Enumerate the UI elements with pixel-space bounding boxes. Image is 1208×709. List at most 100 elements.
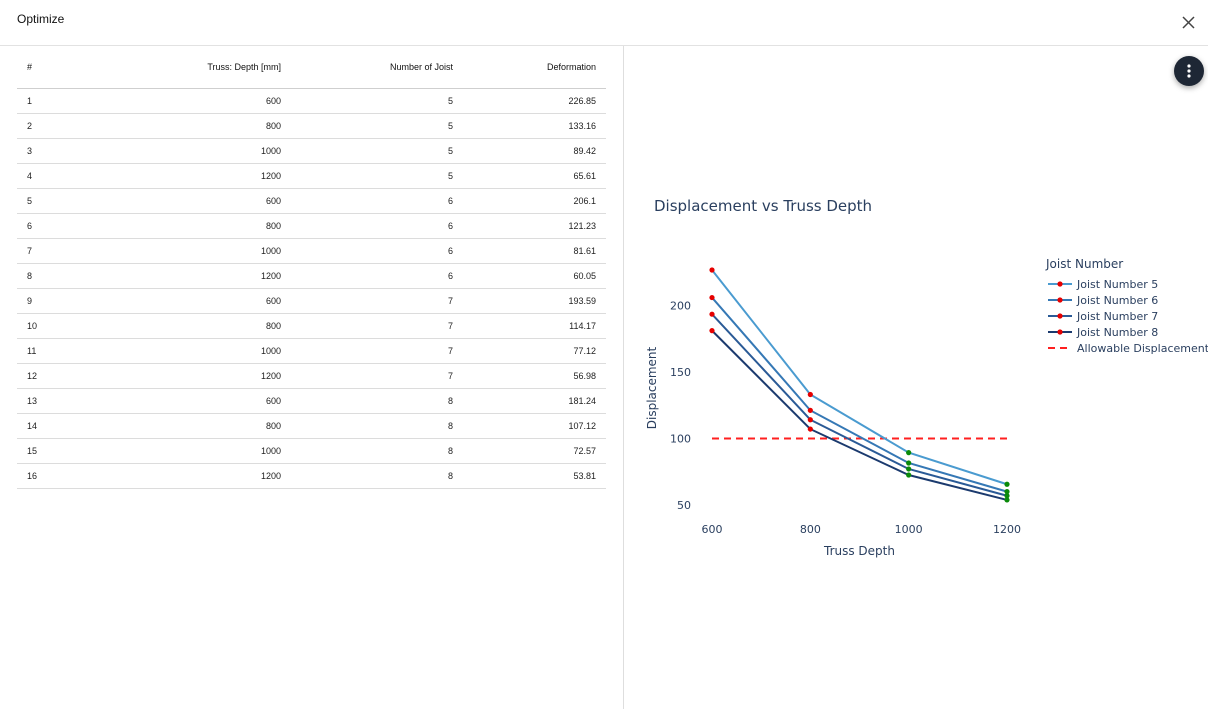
cell-truss-depth: 1000: [261, 146, 282, 156]
y-tick-label: 200: [670, 300, 691, 313]
cell-index: 16: [27, 471, 38, 481]
cell-truss-depth: 600: [266, 196, 282, 206]
data-point[interactable]: [709, 294, 715, 301]
data-point[interactable]: [1004, 489, 1010, 495]
cell-deformation: 53.81: [573, 471, 596, 481]
table-row[interactable]: 13 600 8 181.24: [17, 389, 606, 414]
legend-marker: [1057, 297, 1063, 303]
cell-number-of-joist: 8: [447, 471, 453, 481]
cell-index: 6: [27, 221, 33, 231]
data-point[interactable]: [1004, 493, 1010, 499]
cell-index: 4: [27, 171, 33, 181]
cell-index: 14: [27, 421, 38, 431]
results-table: # Truss: Depth [mm] Number of Joist Defo…: [17, 55, 606, 489]
cell-index: 10: [27, 321, 38, 331]
legend-item-label[interactable]: Joist Number 6: [1076, 294, 1158, 307]
column-header-index[interactable]: #: [27, 62, 33, 72]
table-row[interactable]: 2 800 5 133.16: [17, 114, 606, 139]
table-row[interactable]: 14 800 8 107.12: [17, 414, 606, 439]
legend-item-label[interactable]: Joist Number 5: [1076, 278, 1158, 291]
cell-truss-depth: 1200: [261, 171, 282, 181]
chart-pane: Displacement vs Truss Depth Truss Depth …: [625, 46, 1208, 709]
cell-index: 9: [27, 296, 33, 306]
table-row[interactable]: 1 600 5 226.85: [17, 89, 606, 114]
data-point[interactable]: [906, 460, 912, 466]
cell-index: 12: [27, 371, 38, 381]
more-vertical-icon: [1187, 64, 1191, 78]
table-row[interactable]: 8 1200 6 60.05: [17, 264, 606, 289]
cell-index: 15: [27, 446, 38, 456]
column-header-truss-depth[interactable]: Truss: Depth [mm]: [207, 62, 282, 72]
series-line-joist-5[interactable]: [711, 269, 1008, 486]
displacement-chart: Displacement vs Truss Depth Truss Depth …: [645, 197, 1208, 558]
table-row[interactable]: 4 1200 5 65.61: [17, 164, 606, 189]
y-tick-label: 50: [677, 499, 691, 512]
table-row[interactable]: 12 1200 7 56.98: [17, 364, 606, 389]
cell-number-of-joist: 8: [447, 446, 453, 456]
cell-number-of-joist: 7: [447, 371, 453, 381]
data-point[interactable]: [807, 407, 813, 413]
cell-number-of-joist: 5: [447, 146, 453, 156]
cell-deformation: 60.05: [573, 271, 596, 281]
data-point[interactable]: [807, 417, 813, 423]
data-point[interactable]: [906, 450, 912, 456]
series-line-joist-6[interactable]: [711, 296, 1008, 493]
x-axis-label: Truss Depth: [823, 544, 895, 558]
legend-item-label[interactable]: Joist Number 8: [1076, 326, 1158, 339]
table-row[interactable]: 10 800 7 114.17: [17, 314, 606, 339]
table-row[interactable]: 6 800 6 121.23: [17, 214, 606, 239]
cell-number-of-joist: 7: [447, 321, 453, 331]
data-point[interactable]: [1004, 481, 1010, 487]
data-point[interactable]: [906, 472, 912, 478]
table-row[interactable]: 16 1200 8 53.81: [17, 464, 606, 489]
cell-truss-depth: 1000: [261, 346, 282, 356]
x-axis-ticks: 600 800 1000 1200: [702, 523, 1022, 536]
cell-deformation: 226.85: [568, 96, 596, 106]
data-point[interactable]: [906, 466, 912, 472]
cell-index: 13: [27, 396, 38, 406]
y-axis-label: Displacement: [645, 346, 659, 429]
data-point[interactable]: [709, 311, 715, 317]
legend-item-label[interactable]: Allowable Displacement: [1077, 342, 1208, 355]
cell-deformation: 193.59: [568, 296, 596, 306]
cell-truss-depth: 1000: [261, 446, 282, 456]
cell-deformation: 77.12: [573, 346, 596, 356]
x-tick-label: 800: [800, 523, 821, 536]
table-body: 1 600 5 226.85 2 800 5 133.16 3 1000 5 89.42 4 1200 5 6…: [17, 89, 606, 489]
column-header-deformation[interactable]: Deformation: [546, 62, 596, 72]
data-point[interactable]: [807, 391, 813, 398]
cell-truss-depth: 800: [266, 421, 282, 431]
table-row[interactable]: 7 1000 6 81.61: [17, 239, 606, 264]
close-icon: [1181, 15, 1195, 29]
legend-item-label[interactable]: Joist Number 7: [1076, 310, 1158, 323]
data-point[interactable]: [1004, 497, 1010, 503]
table-row[interactable]: 5 600 6 206.1: [17, 189, 606, 214]
series-layer: [709, 267, 1010, 503]
column-header-number-of-joist[interactable]: Number of Joist: [389, 62, 453, 72]
table-row[interactable]: 3 1000 5 89.42: [17, 139, 606, 164]
cell-deformation: 133.16: [568, 121, 596, 131]
cell-deformation: 121.23: [568, 221, 596, 231]
cell-index: 5: [27, 196, 33, 206]
cell-index: 8: [27, 271, 33, 281]
close-button[interactable]: [1178, 12, 1198, 32]
more-menu-button[interactable]: [1174, 56, 1204, 86]
legend-title: Joist Number: [1045, 257, 1123, 271]
x-tick-label: 1000: [895, 523, 923, 536]
cell-truss-depth: 800: [266, 121, 282, 131]
table-row[interactable]: 11 1000 7 77.12: [17, 339, 606, 364]
data-point[interactable]: [709, 267, 715, 273]
table-row[interactable]: 9 600 7 193.59: [17, 289, 606, 314]
chart-legend: Joist Number Joist Number 5 Joist Number …: [1045, 257, 1208, 355]
data-point[interactable]: [807, 426, 813, 432]
cell-number-of-joist: 5: [447, 96, 453, 106]
data-point[interactable]: [709, 328, 715, 334]
series-line-joist-7[interactable]: [711, 313, 1008, 497]
table-row[interactable]: 15 1000 8 72.57: [17, 439, 606, 464]
cell-deformation: 114.17: [569, 321, 596, 331]
cell-number-of-joist: 5: [447, 171, 453, 181]
legend-marker: [1057, 281, 1063, 287]
series-line-joist-8[interactable]: [711, 329, 1008, 501]
dialog-header: Optimize: [0, 0, 1208, 46]
y-tick-label: 150: [670, 366, 691, 379]
